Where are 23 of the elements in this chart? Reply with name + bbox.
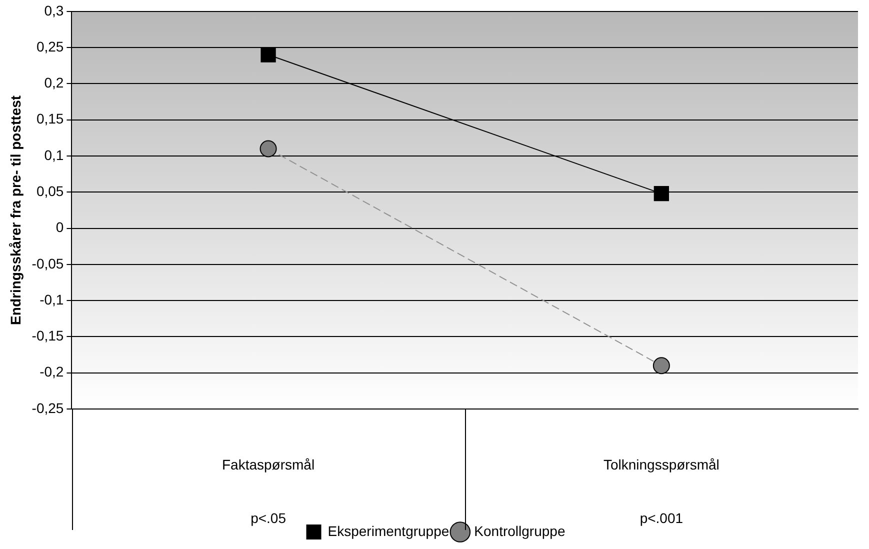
point — [654, 186, 669, 202]
y-tick-label: -0,05 — [32, 255, 64, 272]
x-tick-label: Tolkningsspørsmål — [603, 456, 720, 472]
y-tick-label: 0,3 — [44, 2, 64, 18]
y-tick-label: -0,15 — [32, 328, 64, 344]
y-tick-label: 0 — [56, 219, 64, 236]
y-axis-title: Endringsskårer fra pre- til posttest — [7, 95, 24, 325]
legend-label: Kontrollgruppe — [474, 522, 566, 539]
point — [260, 47, 276, 62]
y-tick-label: -0,25 — [32, 400, 64, 416]
y-tick-label: 0,15 — [36, 110, 64, 127]
y-tick-label: 0,2 — [44, 74, 64, 91]
y-tick-label: 0,25 — [36, 38, 64, 54]
y-tick-label: 0,05 — [36, 182, 64, 199]
point — [260, 140, 277, 158]
legend-label: Eksperimentgruppe — [328, 522, 450, 539]
y-tick-label: -0,1 — [40, 291, 64, 308]
point — [652, 357, 670, 374]
text: p<.05 — [250, 510, 286, 526]
y-tick-label: -0,2 — [40, 364, 64, 380]
x-tick-label: Faktaspørsmål — [222, 456, 315, 472]
text: p<.001 — [640, 510, 684, 526]
y-tick-label: 0,1 — [44, 146, 64, 163]
